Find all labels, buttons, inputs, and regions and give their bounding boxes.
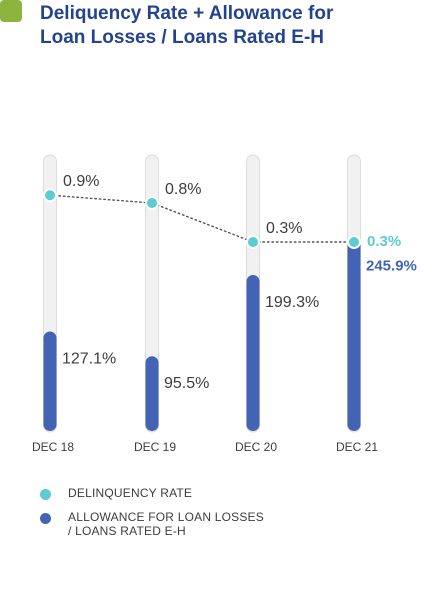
chart-title: Deliquency Rate + Allowance for Loan Los… [40,2,420,50]
legend-label-allowance: ALLOWANCE FOR LOAN LOSSES / LOANS RATED … [68,510,328,538]
legend-label-delinquency-text: DELINQUENCY RATE [68,486,193,500]
legend-item-delinquency: DELINQUENCY RATE [40,486,328,500]
chart-title-line-2: Loan Losses / Loans Rated E-H [40,27,324,48]
allowance-label-3: 199.3% [265,294,319,311]
delinquency-point-2 [145,196,159,210]
delinquency-label-1: 0.9% [63,173,99,190]
delinquency-label-3: 0.3% [266,220,302,237]
allowance-label-4: 245.9% [366,257,417,274]
x-tick-label-1: DEC 18 [32,440,74,454]
legend-label-delinquency: DELINQUENCY RATE [68,486,328,500]
legend-swatch-allowance [40,513,51,524]
allowance-bar-3 [246,274,260,431]
allowance-bar-1 [43,331,57,431]
legend-item-allowance: ALLOWANCE FOR LOAN LOSSES / LOANS RATED … [40,510,328,538]
x-tick-label-3: DEC 20 [235,440,277,454]
header-accent-square [0,0,22,22]
x-tick-label-4: DEC 21 [336,440,378,454]
allowance-label-1: 127.1% [62,350,116,367]
legend-label-allowance-line-2: / LOANS RATED E-H [68,524,186,538]
delinquency-point-1 [43,188,57,203]
delinquency-point-4 [347,235,361,249]
delinquency-label-4: 0.3% [367,233,401,250]
chart-plot: 0.9% 0.8% 0.3% 0.3% 127.1% 95.5% 199.3% 245.9% D… [32,154,417,454]
allowance-bar-4 [347,238,361,431]
delinquency-label-2: 0.8% [165,181,201,198]
chart-title-line-1: Deliquency Rate + Allowance for [40,3,334,24]
allowance-label-2: 95.5% [164,375,209,392]
delinquency-connector-line [49,194,355,243]
allowance-bar-2 [145,356,159,431]
delinquency-point-3 [246,235,260,249]
x-tick-label-2: DEC 19 [134,440,176,454]
legend-label-allowance-line-1: ALLOWANCE FOR LOAN LOSSES [68,510,264,524]
legend-swatch-delinquency [40,489,51,500]
chart-legend: DELINQUENCY RATE ALLOWANCE FOR LOAN LOSS… [40,486,328,548]
